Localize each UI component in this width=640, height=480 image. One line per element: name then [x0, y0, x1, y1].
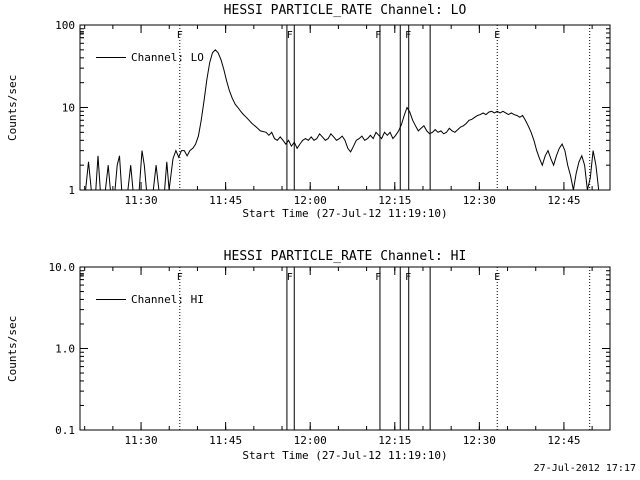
- flag-letter: E: [494, 30, 500, 41]
- x-tick-label: 12:30: [463, 194, 496, 207]
- flag-letter: F: [287, 272, 293, 283]
- y-tick-label: 10.0: [49, 261, 76, 274]
- data-series-line: [85, 49, 604, 191]
- x-tick-label: 12:15: [378, 194, 411, 207]
- x-tick-label: 12:00: [294, 194, 327, 207]
- flag-letter: E: [79, 30, 85, 41]
- flag-letter: F: [177, 272, 183, 283]
- chart-lo-legend-label: Channel: LO: [131, 51, 204, 64]
- x-tick-label: 11:30: [125, 434, 158, 447]
- plot-generation-timestamp: 27-Jul-2012 17:17: [533, 463, 636, 474]
- x-tick-label: 12:30: [463, 434, 496, 447]
- y-tick-label: 100: [55, 19, 75, 32]
- x-tick-label: 11:45: [209, 194, 242, 207]
- flag-letter: F: [405, 272, 411, 283]
- chart-lo-legend: Channel: LO: [96, 51, 204, 64]
- chart-hi-legend-label: Channel: HI: [131, 293, 204, 306]
- chart-hi: HESSI PARTICLE_RATE Channel: HI Counts/s…: [0, 240, 640, 480]
- flag-letter: F: [375, 272, 381, 283]
- flag-letter: E: [79, 272, 85, 283]
- flag-letter: F: [287, 30, 293, 41]
- chart-lo-xlabel: Start Time (27-Jul-12 11:19:10): [242, 207, 448, 220]
- x-tick-label: 12:00: [294, 434, 327, 447]
- flag-letter: E: [494, 272, 500, 283]
- legend-line-sample-icon: [96, 299, 126, 300]
- chart-hi-xlabel: Start Time (27-Jul-12 11:19:10): [242, 449, 448, 462]
- x-tick-label: 12:15: [378, 434, 411, 447]
- axes-frame: [79, 24, 611, 191]
- chart-hi-plot-canvas: 11:30 11:45 12:00 12:15 12:30 12:45 0.1 1.0 10.0…: [49, 261, 611, 447]
- x-tick-label: 11:30: [125, 194, 158, 207]
- y-tick-label: 10: [62, 102, 75, 115]
- chart-lo: HESSI PARTICLE_RATE Channel: LO Counts/s…: [6, 3, 611, 220]
- legend-line-sample-icon: [96, 57, 126, 58]
- x-tick-label: 12:45: [547, 434, 580, 447]
- flag-letter: F: [405, 30, 411, 41]
- y-tick-label: 1.0: [55, 343, 75, 356]
- chart-hi-title: HESSI PARTICLE_RATE Channel: HI: [223, 249, 467, 264]
- x-tick-label: 12:45: [547, 194, 580, 207]
- y-tick-label: 1: [68, 184, 75, 197]
- chart-hi-legend: Channel: HI: [96, 293, 204, 306]
- chart-lo-title: HESSI PARTICLE_RATE Channel: LO: [223, 3, 467, 18]
- axes-frame: [79, 266, 611, 431]
- flag-letter: F: [375, 30, 381, 41]
- x-tick-label: 11:45: [209, 434, 242, 447]
- y-tick-label: 0.1: [55, 424, 75, 437]
- flag-letter: F: [177, 30, 183, 41]
- chart-lo-plot-canvas: 11:30 11:45 12:00 12:15 12:30 12:45 1 10 100 E F F F…: [55, 19, 611, 207]
